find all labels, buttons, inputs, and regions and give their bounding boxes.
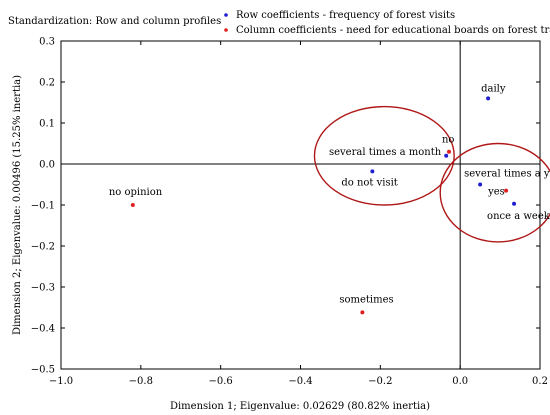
x-tick-label: −0.4 [288,376,312,387]
point-no-opinion [130,203,135,207]
y-tick-label: −0.3 [31,283,55,294]
point-label-no-opinion: no opinion [109,187,163,198]
legend-marker-column [224,28,228,32]
y-tick-label: −0.4 [31,324,55,335]
legend-label-row: Row coefficients - frequency of forest v… [236,10,455,21]
legend: Row coefficients - frequency of forest v… [224,10,550,36]
y-tick-label: 0.3 [39,37,55,48]
axes-layer: −1.0 −0.8 −0.6 −0.4 −0.2 0.0 0.2 −0.5 −0.4 −0.3 −0… [31,37,548,388]
point-label-several-times-a-year: several times a year [464,169,550,180]
point-yes [504,188,509,193]
x-tick-label: 0.0 [452,376,468,387]
annotation-layer [313,105,550,243]
point-sometimes [360,310,365,315]
point-label-do-not-visit: do not visit [341,177,397,188]
point-do-not-visit [370,169,375,174]
chart-title: Standardization: Row and column profiles [8,16,221,27]
y-axis-label: Dimension 2; Eigenvalue: 0.00496 (15.25%… [12,75,23,335]
x-tick-label: −1.0 [49,376,73,387]
point-label-once-a-week: once a week [487,211,550,222]
x-axis-label: Dimension 1; Eigenvalue: 0.02629 (80.82%… [170,401,430,412]
point-once-a-week [512,201,517,206]
point-no [446,149,451,154]
y-tick-label: −0.5 [31,365,55,376]
y-tick-label: −0.2 [31,242,55,253]
legend-marker-row [224,13,228,17]
point-label-several-times-a-month: several times a month [329,147,442,158]
y-tick-label: −0.1 [31,201,55,212]
x-tick-label: −0.2 [368,376,392,387]
legend-label-column: Column coefficients - need for education… [236,25,550,36]
y-tick-label: 0.2 [39,78,55,89]
y-tick-label: 0.0 [39,160,55,171]
points-layer: daily several times a month do not visit se… [109,83,550,315]
x-tick-label: −0.6 [209,376,233,387]
x-tick-label: −0.8 [129,376,153,387]
point-label-no: no [442,135,454,146]
x-tick-label: 0.2 [532,376,548,387]
highlight-ellipse [439,142,550,243]
point-several-times-a-year [478,182,483,187]
y-tick-label: 0.1 [39,119,55,130]
point-label-daily: daily [481,83,506,94]
point-label-yes: yes [487,187,505,198]
point-label-sometimes: sometimes [339,294,393,305]
point-several-times-a-month [444,153,449,158]
highlight-ellipse [313,105,455,206]
point-daily [486,96,491,101]
